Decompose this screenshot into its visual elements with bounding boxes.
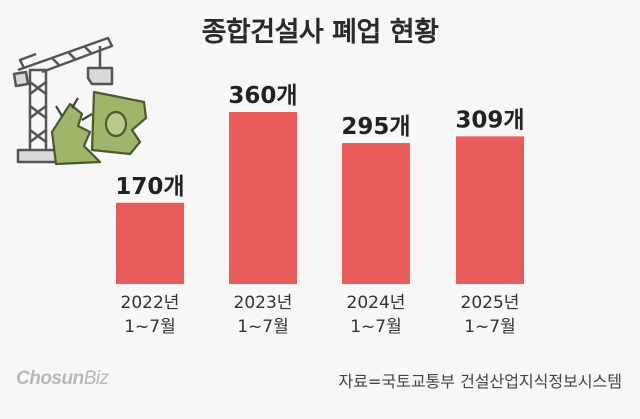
bar-2 (342, 143, 410, 284)
data-label-1: 360개 (228, 83, 297, 109)
source-note: 자료=국토교통부 건설산업지식정보시스템 (338, 372, 622, 391)
bar-1 (229, 112, 297, 284)
category-label-0: 2022년 1~7월 (121, 293, 180, 337)
bar-0 (116, 202, 184, 284)
chosunbiz-logo: ChosunBiz (16, 368, 109, 390)
category-label-1: 2023년 1~7월 (234, 293, 293, 337)
crane-and-torn-banknote-icon (12, 36, 148, 166)
category-label-3: 2025년 1~7월 (461, 293, 520, 337)
bar-3 (456, 136, 524, 284)
logo-sub: Biz (83, 368, 109, 389)
chart-title: 종합건설사 폐업 현황 (201, 17, 439, 48)
category-label-2: 2024년 1~7월 (347, 293, 406, 337)
data-label-3: 309개 (455, 107, 524, 133)
logo-main: Chosun (16, 368, 84, 389)
data-label-2: 295개 (341, 114, 410, 140)
data-label-0: 170개 (115, 174, 184, 200)
